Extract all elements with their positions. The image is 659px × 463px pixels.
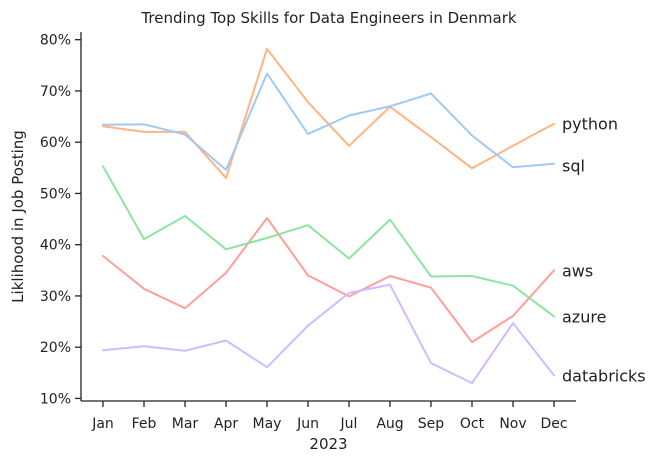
x-axis-label: 2023 (309, 435, 347, 453)
x-axis-ticks: Jan Feb Mar Apr May Jun Jul Aug Sep Oct Nov Dec (91, 401, 568, 432)
x-tick-label: Jan (91, 416, 114, 432)
series-label-python: python (562, 115, 618, 134)
x-tick-label: Aug (376, 416, 403, 432)
y-tick-label: 70% (40, 84, 71, 100)
y-tick-label: 30% (40, 289, 71, 305)
series-line-sql (102, 72, 555, 171)
y-tick-label: 10% (40, 391, 71, 407)
y-tick-label: 50% (40, 186, 71, 202)
x-tick-label: Oct (460, 416, 485, 432)
series-label-azure: azure (562, 307, 606, 326)
x-tick-label: Apr (214, 416, 238, 432)
chart-title: Trending Top Skills for Data Engineers i… (140, 9, 516, 27)
series-line-aws (102, 217, 555, 344)
x-tick-label: Dec (540, 416, 567, 432)
x-tick-label: Sep (418, 416, 445, 432)
y-axis-ticks: 10% 20% 30% 40% 50% 60% 70% 80% (40, 33, 81, 407)
y-tick-label: 80% (40, 33, 71, 49)
x-tick-label: May (253, 416, 282, 432)
x-tick-label: Jun (296, 416, 319, 432)
series-label-aws: aws (562, 261, 593, 280)
series-lines (102, 47, 555, 385)
y-tick-label: 40% (40, 238, 71, 254)
x-tick-label: Feb (132, 416, 157, 432)
series-labels: python sql aws azure databricks (562, 115, 646, 386)
series-line-azure (102, 165, 555, 318)
series-label-databricks: databricks (562, 366, 646, 385)
x-tick-label: Nov (499, 416, 526, 432)
x-tick-label: Jul (340, 416, 358, 432)
y-axis-label: Liklihood in Job Posting (9, 130, 27, 303)
y-tick-label: 60% (40, 135, 71, 151)
x-tick-label: Mar (172, 416, 199, 432)
series-line-databricks (102, 283, 555, 385)
y-tick-label: 20% (40, 340, 71, 356)
series-line-python (102, 47, 555, 180)
series-label-sql: sql (562, 157, 585, 176)
